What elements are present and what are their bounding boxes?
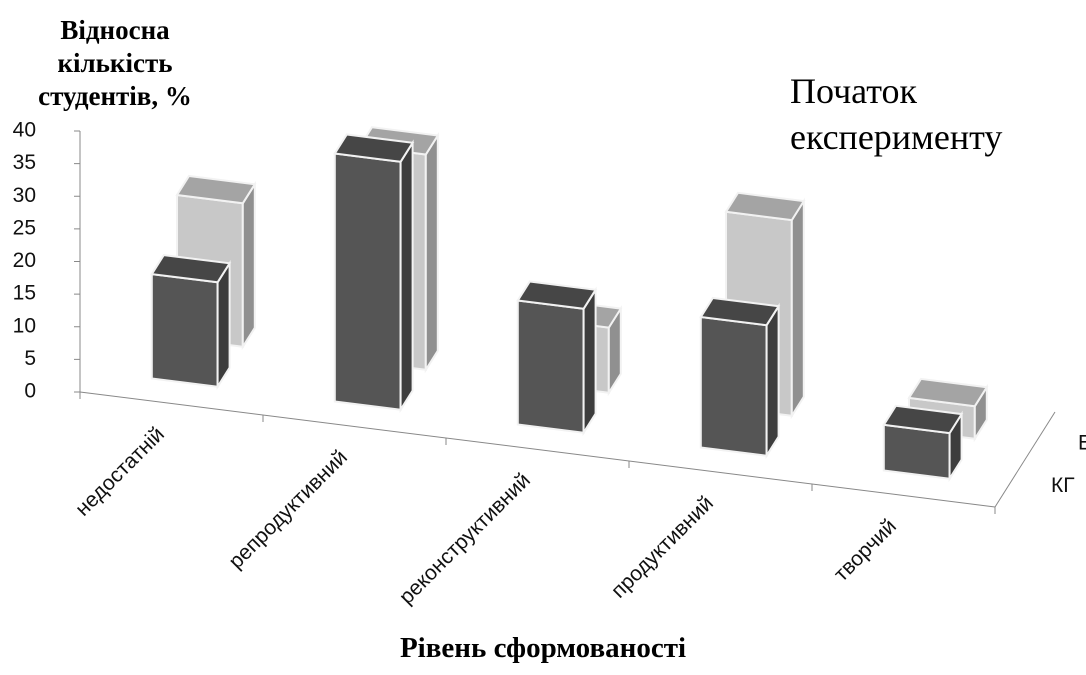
bar-top bbox=[882, 404, 964, 435]
y-tick-label: 5 bbox=[24, 347, 36, 370]
y-tick-label: 0 bbox=[24, 380, 36, 403]
y-tick-label: 10 bbox=[13, 314, 36, 337]
x-tick-label: продуктивний bbox=[607, 492, 718, 603]
bar-top bbox=[150, 254, 232, 284]
bar-top bbox=[516, 280, 598, 310]
y-tick-label: 30 bbox=[13, 184, 36, 207]
x-tick-label: реконструктивний bbox=[395, 469, 535, 609]
x-tick-label: творчий bbox=[830, 515, 901, 586]
x-tick-label: репродуктивний bbox=[224, 446, 352, 574]
bar-top bbox=[724, 191, 806, 222]
y-tick-label: 35 bbox=[13, 151, 36, 174]
depth-axis bbox=[994, 411, 1056, 508]
y-tick-label: 20 bbox=[13, 249, 36, 272]
bar-front bbox=[333, 152, 402, 411]
bar-front bbox=[516, 299, 585, 434]
bar-top bbox=[333, 133, 415, 163]
x-axis bbox=[79, 391, 996, 508]
bar bbox=[882, 404, 964, 483]
bar bbox=[333, 133, 415, 414]
legend-label: ЕГ bbox=[1078, 431, 1086, 454]
y-tick-label: 25 bbox=[13, 216, 36, 239]
bar-side bbox=[399, 139, 414, 414]
y-tick-label: 40 bbox=[13, 119, 36, 142]
bar-front bbox=[150, 272, 219, 388]
legend-label: КГ bbox=[1051, 474, 1075, 497]
bar bbox=[516, 280, 598, 437]
bar-side bbox=[582, 286, 597, 437]
bar-top bbox=[175, 174, 257, 205]
bar-side bbox=[216, 259, 231, 391]
bar-top bbox=[699, 296, 781, 327]
bar-side bbox=[424, 132, 439, 374]
bar-side bbox=[765, 302, 780, 460]
bar-front bbox=[699, 315, 768, 457]
bar-front bbox=[882, 423, 951, 480]
chart-title: Початок експерименту bbox=[790, 71, 1003, 157]
bar-side bbox=[790, 197, 805, 420]
bar-top bbox=[907, 377, 989, 408]
y-axis-label: Відносна кількість студентів, % bbox=[38, 15, 192, 111]
x-tick-label: недостатній bbox=[71, 423, 169, 521]
bar bbox=[699, 296, 781, 460]
y-tick-label: 15 bbox=[13, 282, 36, 305]
x-axis-label: Рівень сформованості bbox=[399, 632, 687, 664]
bar bbox=[150, 254, 232, 391]
bar-side bbox=[241, 180, 256, 351]
